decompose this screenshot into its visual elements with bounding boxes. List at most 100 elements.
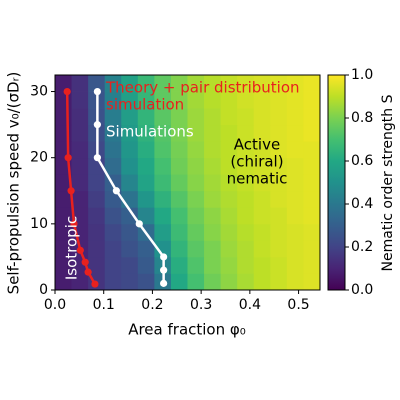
heatmap-cell	[204, 240, 222, 258]
x-tick-label: 0.3	[190, 297, 212, 313]
heatmap-cell	[104, 75, 122, 92]
series-point	[81, 258, 89, 266]
heatmap-cell	[71, 273, 89, 291]
heatmap-cell	[237, 157, 255, 175]
heatmap-cell	[204, 141, 222, 159]
heatmap-cell	[154, 207, 172, 225]
heatmap-cell	[220, 91, 238, 109]
heatmap-cell	[303, 190, 321, 208]
heatmap-cell	[137, 207, 155, 225]
heatmap-cell	[88, 207, 106, 225]
heatmap-cell	[55, 207, 72, 225]
heatmap-cell	[237, 108, 255, 126]
heatmap-cell	[154, 124, 172, 142]
heatmap-cell	[220, 75, 238, 92]
heatmap-cell	[253, 108, 271, 126]
heatmap-cell	[137, 256, 155, 274]
heatmap-cell	[303, 124, 321, 142]
heatmap-cell	[204, 124, 222, 142]
heatmap-cell	[137, 124, 155, 142]
series-point	[93, 121, 101, 129]
heatmap-cell	[71, 174, 89, 192]
heatmap-cell	[220, 273, 238, 291]
heatmap-cell	[154, 91, 172, 109]
heatmap-cell	[55, 124, 72, 142]
heatmap-cell	[137, 141, 155, 159]
heatmap-cell	[170, 124, 188, 142]
series-point	[112, 187, 120, 195]
heatmap-cell	[154, 108, 172, 126]
heatmap-cell	[121, 157, 139, 175]
heatmap-cell	[237, 240, 255, 258]
heatmap-cell	[286, 141, 304, 159]
heatmap-cell	[137, 273, 155, 291]
heatmap-cell	[237, 207, 255, 225]
heatmap-cell	[303, 141, 321, 159]
heatmap-cell	[121, 108, 139, 126]
heatmap-cell	[154, 157, 172, 175]
heatmap-cell	[121, 91, 139, 109]
heatmap-cell	[204, 174, 222, 192]
heatmap-cell	[187, 190, 205, 208]
heatmap-cell	[220, 256, 238, 274]
series-point	[64, 154, 72, 162]
heatmap-cell	[137, 75, 155, 92]
heatmap	[55, 75, 321, 291]
colorbar-tick-label: 0.8	[351, 110, 373, 126]
heatmap-cell	[88, 240, 106, 258]
heatmap-cell	[253, 223, 271, 241]
heatmap-cell	[253, 157, 271, 175]
heatmap-cell	[220, 108, 238, 126]
heatmap-cell	[55, 108, 72, 126]
heatmap-cell	[170, 256, 188, 274]
heatmap-cell	[104, 207, 122, 225]
heatmap-cell	[303, 75, 321, 92]
heatmap-cell	[286, 157, 304, 175]
series-point	[160, 253, 168, 261]
heatmap-cell	[71, 141, 89, 159]
heatmap-cell	[237, 223, 255, 241]
heatmap-cell	[204, 157, 222, 175]
heatmap-cell	[55, 75, 72, 92]
heatmap-cell	[154, 141, 172, 159]
heatmap-cell	[154, 223, 172, 241]
annotation: Simulations	[106, 123, 194, 141]
heatmap-cell	[220, 240, 238, 258]
heatmap-cell	[253, 190, 271, 208]
annotation: simulation	[106, 96, 184, 114]
heatmap-cell	[286, 256, 304, 274]
heatmap-cell	[137, 240, 155, 258]
heatmap-cell	[154, 75, 172, 92]
heatmap-cell	[121, 273, 139, 291]
heatmap-cell	[204, 75, 222, 92]
y-tick-label: 0	[39, 282, 48, 298]
heatmap-cell	[220, 124, 238, 142]
heatmap-cell	[170, 174, 188, 192]
series-point	[67, 187, 75, 195]
heatmap-cell	[253, 174, 271, 192]
heatmap-cell	[286, 75, 304, 92]
heatmap-cell	[187, 256, 205, 274]
heatmap-cell	[253, 207, 271, 225]
heatmap-cell	[121, 240, 139, 258]
plot-frame	[54, 74, 321, 291]
heatmap-cell	[270, 240, 288, 258]
heatmap-cell	[187, 108, 205, 126]
heatmap-cell	[170, 273, 188, 291]
heatmap-cell	[104, 223, 122, 241]
annotation: Isotropic	[63, 216, 81, 280]
heatmap-cell	[170, 157, 188, 175]
heatmap-cell	[204, 207, 222, 225]
series-point	[93, 154, 101, 162]
heatmap-cell	[303, 157, 321, 175]
y-tick-label: 10	[30, 216, 48, 232]
y-tick-label: 30	[30, 84, 48, 100]
heatmap-cell	[121, 174, 139, 192]
heatmap-cell	[170, 75, 188, 92]
colorbar-tick-label: 0.4	[351, 196, 373, 212]
heatmap-cell	[220, 190, 238, 208]
series-point	[70, 220, 78, 228]
heatmap-cell	[270, 108, 288, 126]
series-point	[91, 280, 99, 288]
x-tick-label: 0.4	[239, 297, 261, 313]
